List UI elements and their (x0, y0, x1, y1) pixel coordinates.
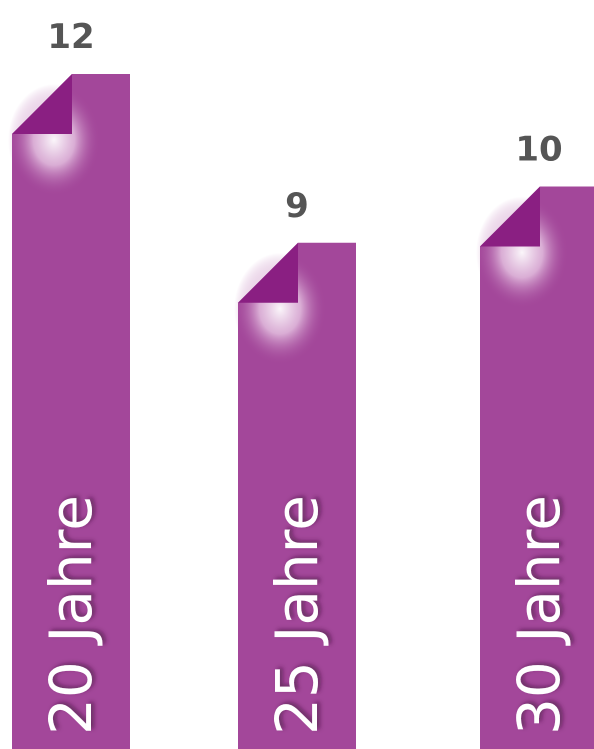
bar-fold-corner (12, 74, 72, 134)
value-label: 12 (47, 17, 94, 57)
value-label: 9 (285, 186, 309, 226)
bar-curl-highlight (476, 196, 568, 309)
bar-fold-corner (238, 242, 298, 303)
bar-curl-highlight (234, 252, 326, 365)
value-label: 10 (515, 130, 562, 170)
bar-group: 12 20 Jahre (8, 17, 130, 749)
category-label: 25 Jahre (263, 495, 331, 735)
bar-fold-corner (480, 186, 540, 247)
bar (238, 242, 356, 749)
bar (12, 74, 130, 749)
category-label: 20 Jahre (37, 495, 105, 735)
bar-curl-highlight (8, 84, 100, 196)
bar (480, 186, 594, 749)
bars-layer: 12 20 Jahre 9 25 Jahre 10 30 Jahre (8, 17, 594, 749)
category-label: 30 Jahre (505, 495, 573, 735)
bar-group: 10 30 Jahre (476, 130, 594, 749)
bar-group: 9 25 Jahre (234, 186, 356, 749)
